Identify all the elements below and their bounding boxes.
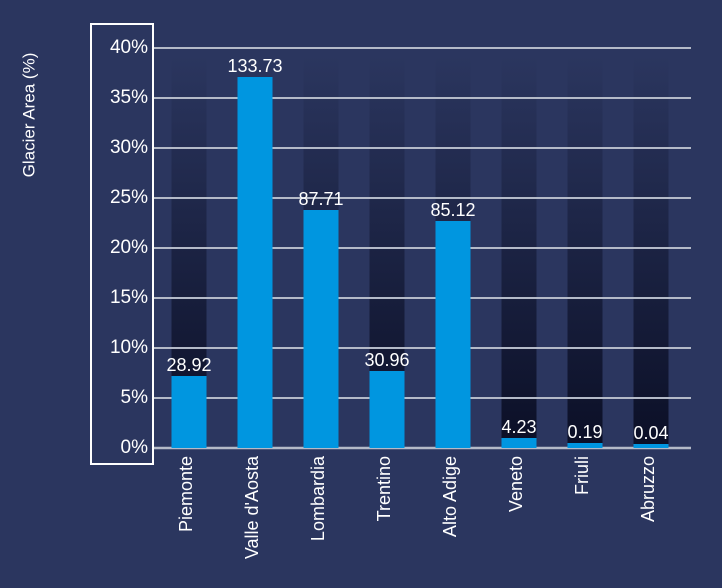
category-label: Trentino: [374, 456, 394, 521]
y-tick-label: 15%: [110, 287, 148, 308]
data-label: 87.71: [298, 189, 343, 209]
data-label: 133.73: [227, 56, 282, 76]
category-label: Alto Adige: [440, 456, 460, 537]
data-label: 4.23: [501, 417, 536, 437]
data-label: 30.96: [364, 350, 409, 370]
category-label: Veneto: [506, 456, 526, 512]
data-label: 0.19: [567, 422, 602, 442]
y-axis-title: Glacier Area (%): [19, 53, 38, 178]
y-tick-label: 20%: [110, 237, 148, 258]
y-tick-label: 30%: [110, 137, 148, 158]
y-tick-label: 40%: [110, 37, 148, 58]
bar: [567, 443, 603, 448]
bar-shadow: [567, 56, 603, 448]
bar: [633, 444, 669, 448]
bar-shadow: [633, 56, 669, 448]
data-label: 85.12: [430, 200, 475, 220]
y-tick-label: 5%: [121, 387, 149, 408]
category-label: Lombardia: [308, 455, 328, 541]
bar: [237, 77, 273, 448]
y-tick-label: 35%: [110, 87, 148, 108]
bar: [303, 210, 339, 448]
data-labels: 28.92 133.73 87.71 30.96 85.12 4.23 0.19 0.04: [166, 56, 668, 443]
category-label: Friuli: [572, 456, 592, 495]
bar: [435, 221, 471, 448]
data-label: 28.92: [166, 355, 211, 375]
y-axis-frame: [90, 23, 154, 465]
bar: [171, 376, 207, 448]
y-tick-label: 25%: [110, 187, 148, 208]
data-label: 0.04: [633, 423, 668, 443]
gridlines: [153, 47, 691, 450]
bar: [501, 438, 537, 448]
y-tick-label: 10%: [110, 337, 148, 358]
category-labels: Piemonte Valle d'Aosta Lombardia Trentino Al…: [176, 455, 658, 559]
bars: [171, 77, 669, 448]
y-tick-label: 0%: [121, 437, 149, 458]
y-axis-ticks: 0% 5% 10% 15% 20% 25% 30% 35% 40%: [110, 37, 148, 458]
bar-shadow: [501, 56, 537, 448]
category-label: Piemonte: [176, 456, 196, 532]
category-label: Abruzzo: [638, 456, 658, 522]
bar: [369, 371, 405, 448]
category-label: Valle d'Aosta: [242, 455, 262, 559]
